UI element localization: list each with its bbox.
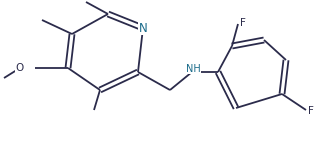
Text: N: N: [139, 21, 147, 35]
Text: F: F: [240, 18, 246, 28]
Text: NH: NH: [185, 64, 200, 74]
Text: O: O: [16, 63, 24, 73]
Text: F: F: [308, 106, 314, 116]
